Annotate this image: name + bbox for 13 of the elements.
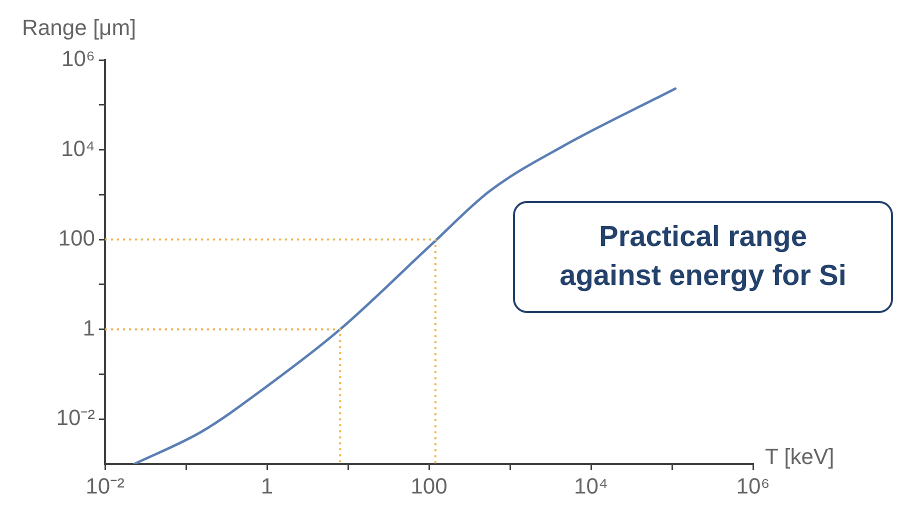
annotation: Practical range against energy for Si (513, 201, 893, 313)
x-tick-label: 10⁻² (86, 473, 124, 498)
y-tick-label: 10⁻² (56, 405, 95, 430)
y-tick-label: 1 (82, 315, 95, 340)
x-tick-label: 100 (410, 473, 448, 498)
x-tick-label: 10⁶ (736, 473, 770, 498)
y-tick-label: 10⁴ (61, 136, 95, 161)
x-tick-label: 10⁴ (574, 473, 608, 498)
y-tick-label: 10⁶ (61, 46, 95, 72)
x-tick-label: 1 (260, 473, 274, 498)
y-tick-label: 100 (58, 226, 95, 251)
x-axis-title: T [keV] (765, 444, 834, 470)
y-axis-title: Range [μm] (22, 15, 136, 40)
